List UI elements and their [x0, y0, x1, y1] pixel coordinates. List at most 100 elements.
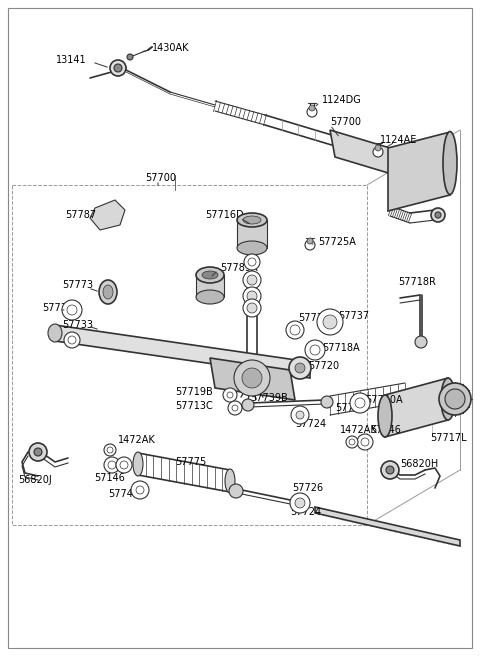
- Text: 57700: 57700: [145, 173, 176, 183]
- Circle shape: [350, 393, 370, 413]
- Ellipse shape: [378, 395, 392, 437]
- Circle shape: [67, 305, 77, 315]
- Text: 57740A: 57740A: [365, 395, 403, 405]
- Circle shape: [355, 398, 365, 408]
- Circle shape: [68, 336, 76, 344]
- Ellipse shape: [225, 469, 235, 493]
- Ellipse shape: [103, 285, 113, 299]
- Circle shape: [243, 271, 261, 289]
- Circle shape: [286, 321, 304, 339]
- Bar: [196, 275, 224, 297]
- Text: 57733: 57733: [62, 320, 93, 330]
- Circle shape: [323, 315, 337, 329]
- Circle shape: [127, 54, 133, 60]
- Circle shape: [346, 436, 358, 448]
- Circle shape: [136, 486, 144, 494]
- Ellipse shape: [243, 216, 261, 224]
- Circle shape: [108, 461, 116, 469]
- Circle shape: [321, 396, 333, 408]
- Polygon shape: [330, 130, 395, 175]
- Circle shape: [29, 443, 47, 461]
- Circle shape: [242, 368, 262, 388]
- Text: 57146: 57146: [370, 425, 401, 435]
- Text: 56820J: 56820J: [18, 475, 52, 485]
- Text: 1472AK: 1472AK: [340, 425, 378, 435]
- Ellipse shape: [133, 452, 143, 476]
- Circle shape: [64, 332, 80, 348]
- Text: 13141: 13141: [56, 55, 86, 65]
- Polygon shape: [90, 200, 125, 230]
- Circle shape: [291, 406, 309, 424]
- Polygon shape: [385, 378, 448, 437]
- Circle shape: [439, 383, 471, 415]
- Text: 57719: 57719: [298, 313, 329, 323]
- Circle shape: [232, 405, 238, 411]
- Ellipse shape: [202, 271, 218, 279]
- Circle shape: [223, 388, 237, 402]
- Circle shape: [361, 438, 369, 446]
- Text: 57700: 57700: [330, 117, 361, 127]
- Text: 1472AK: 1472AK: [118, 435, 156, 445]
- Circle shape: [107, 447, 113, 453]
- Circle shape: [307, 238, 313, 244]
- Circle shape: [247, 303, 257, 313]
- Circle shape: [381, 461, 399, 479]
- Circle shape: [62, 300, 82, 320]
- Circle shape: [310, 345, 320, 355]
- Bar: [12, 185, 367, 525]
- Circle shape: [242, 399, 254, 411]
- Circle shape: [445, 389, 465, 409]
- Text: 57775: 57775: [175, 457, 206, 467]
- Text: 57738B: 57738B: [42, 303, 80, 313]
- Polygon shape: [210, 358, 295, 400]
- Polygon shape: [388, 132, 450, 211]
- Circle shape: [110, 60, 126, 76]
- Circle shape: [295, 498, 305, 508]
- Ellipse shape: [237, 241, 267, 255]
- Circle shape: [34, 448, 42, 456]
- Text: 57716D: 57716D: [205, 210, 244, 220]
- Circle shape: [228, 401, 242, 415]
- Circle shape: [131, 481, 149, 499]
- Circle shape: [120, 461, 128, 469]
- Ellipse shape: [99, 280, 117, 304]
- Circle shape: [247, 291, 257, 301]
- Text: 57146: 57146: [94, 473, 125, 483]
- Text: 1124DG: 1124DG: [322, 95, 362, 105]
- Circle shape: [373, 147, 383, 157]
- Text: 57724: 57724: [290, 507, 321, 517]
- Ellipse shape: [441, 378, 455, 420]
- Circle shape: [243, 299, 261, 317]
- Text: 57724: 57724: [295, 419, 326, 429]
- Text: 56820H: 56820H: [400, 459, 438, 469]
- Circle shape: [290, 325, 300, 335]
- Circle shape: [243, 287, 261, 305]
- Text: 57726: 57726: [292, 483, 323, 493]
- Polygon shape: [247, 375, 257, 390]
- Circle shape: [116, 457, 132, 473]
- Circle shape: [296, 411, 304, 419]
- Circle shape: [317, 309, 343, 335]
- Circle shape: [415, 336, 427, 348]
- Text: 57720: 57720: [308, 361, 339, 371]
- Circle shape: [357, 434, 373, 450]
- Circle shape: [295, 363, 305, 373]
- Circle shape: [248, 258, 256, 266]
- Circle shape: [307, 107, 317, 117]
- Text: 1430AK: 1430AK: [152, 43, 190, 53]
- Text: 57718A: 57718A: [322, 343, 360, 353]
- Circle shape: [309, 105, 315, 111]
- Ellipse shape: [196, 267, 224, 283]
- Circle shape: [349, 439, 355, 445]
- Polygon shape: [315, 507, 460, 546]
- Circle shape: [289, 357, 311, 379]
- Circle shape: [227, 392, 233, 398]
- Text: 57739B: 57739B: [250, 393, 288, 403]
- Circle shape: [305, 240, 315, 250]
- Circle shape: [244, 254, 260, 270]
- Circle shape: [247, 275, 257, 285]
- Circle shape: [435, 212, 441, 218]
- Text: 57737: 57737: [338, 311, 369, 321]
- Circle shape: [386, 466, 394, 474]
- Text: 1124AE: 1124AE: [380, 135, 418, 145]
